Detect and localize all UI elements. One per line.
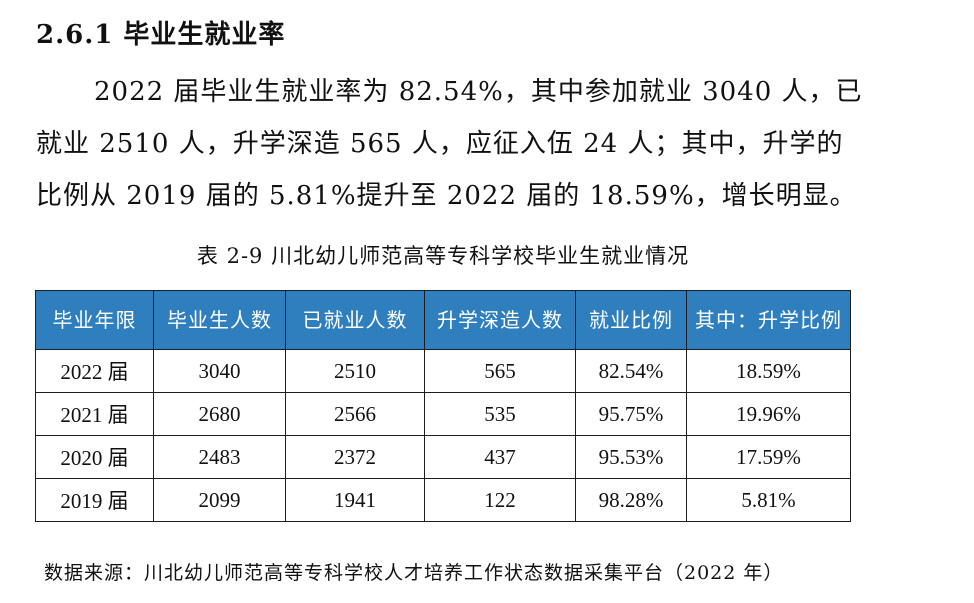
section-number: 2.6.1 [36,20,114,50]
cell-further-study: 565 [424,349,576,393]
data-source-note: 数据来源：川北幼儿师范高等专科学校人才培养工作状态数据采集平台（2022 年） [44,562,784,584]
cell-employed: 2510 [285,349,425,393]
table-body: 2022 届 3040 2510 565 82.54% 18.59% 2021 届 2680 2… [35,349,851,522]
cell-study-rate: 19.96% [686,392,851,436]
cell-employed: 1941 [285,478,425,522]
cell-year: 2019 届 [35,478,154,522]
table-row: 2021 届 2680 2566 535 95.75% 19.96% [35,392,851,436]
cell-further-study: 122 [424,478,576,522]
cell-employment-rate: 95.75% [575,392,687,436]
cell-employed: 2372 [285,435,425,479]
cell-further-study: 535 [424,392,576,436]
header-cell-employed: 已就业人数 [285,290,425,350]
cell-study-rate: 17.59% [686,435,851,479]
header-cell-study-rate: 其中：升学比例 [686,290,851,350]
cell-employment-rate: 95.53% [575,435,687,479]
cell-year: 2020 届 [35,435,154,479]
table-row: 2020 届 2483 2372 437 95.53% 17.59% [35,435,851,479]
paragraph-line: 就业 2510 人，升学深造 565 人，应征入伍 24 人；其中，升学的 [36,129,844,159]
employment-table: 毕业年限 毕业生人数 已就业人数 升学深造人数 就业比例 其中：升学比例 202… [35,290,851,522]
table-row: 2019 届 2099 1941 122 98.28% 5.81% [35,478,851,522]
table-header-row: 毕业年限 毕业生人数 已就业人数 升学深造人数 就业比例 其中：升学比例 [35,290,851,350]
cell-graduates: 2483 [153,435,286,479]
cell-year: 2022 届 [35,349,154,393]
body-paragraph: 2022 届毕业生就业率为 82.54%，其中参加就业 3040 人，已 就业 … [36,66,866,222]
cell-graduates: 2099 [153,478,286,522]
section-title: 毕业生就业率 [123,20,286,50]
cell-study-rate: 5.81% [686,478,851,522]
cell-employment-rate: 82.54% [575,349,687,393]
cell-employed: 2566 [285,392,425,436]
cell-graduates: 3040 [153,349,286,393]
cell-employment-rate: 98.28% [575,478,687,522]
header-cell-employment-rate: 就业比例 [575,290,687,350]
section-heading: 2.6.1 毕业生就业率 [36,14,285,51]
header-cell-graduation-year: 毕业年限 [35,290,154,350]
cell-study-rate: 18.59% [686,349,851,393]
cell-graduates: 2680 [153,392,286,436]
table-caption: 表 2-9 川北幼儿师范高等专科学校毕业生就业情况 [196,244,690,268]
header-cell-further-study: 升学深造人数 [424,290,576,350]
cell-year: 2021 届 [35,392,154,436]
paragraph-line: 2022 届毕业生就业率为 82.54%，其中参加就业 3040 人，已 [94,77,863,107]
paragraph-line: 比例从 2019 届的 5.81%提升至 2022 届的 18.59%，增长明显… [36,181,857,211]
table-row: 2022 届 3040 2510 565 82.54% 18.59% [35,349,851,393]
cell-further-study: 437 [424,435,576,479]
header-cell-graduates: 毕业生人数 [153,290,286,350]
